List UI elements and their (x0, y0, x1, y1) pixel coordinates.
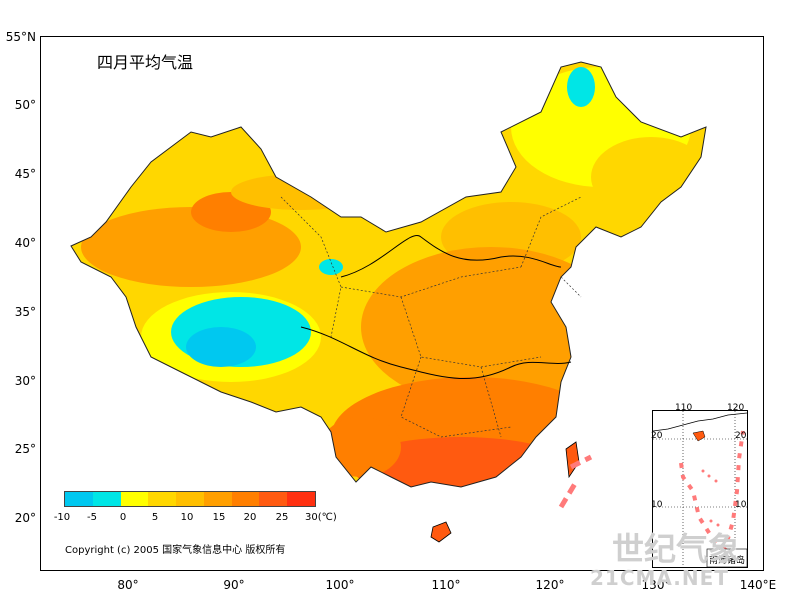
lat-label-55: 55°N (5, 30, 36, 44)
hainan (430, 521, 452, 543)
inset-tick-right-20: 20 (735, 431, 747, 441)
lat-label-25: 25° (14, 442, 36, 456)
legend-tick: -10 (53, 512, 71, 523)
legend-swatch (203, 492, 232, 506)
rivers (300, 234, 572, 379)
temperature-map (70, 61, 707, 543)
legend-tick: 0 (119, 512, 127, 523)
legend-tick: 30(℃) (305, 512, 337, 523)
nine-dash-line-south (558, 480, 579, 509)
legend-tick: 20 (243, 512, 257, 523)
watermark-line1: 世纪气象 (612, 530, 741, 568)
inset-tick-left-20: 20 (651, 431, 663, 441)
lon-label-80: 80° (117, 578, 139, 592)
lat-label-20: 20° (14, 511, 36, 525)
legend-swatch (92, 492, 121, 506)
lon-label-90: 90° (223, 578, 245, 592)
inset-map (652, 411, 748, 568)
legend-tick: 15 (212, 512, 226, 523)
nine-dash-line (569, 454, 593, 470)
legend-swatch (176, 492, 204, 506)
province-borders (280, 196, 582, 438)
china-border (70, 61, 707, 488)
legend-tick: 5 (151, 512, 159, 523)
inset-tick-top-110: 110 (675, 403, 693, 413)
inset-tick-left-10: 10 (651, 500, 663, 510)
lon-label-100: 100° (325, 578, 355, 592)
lat-label-35: 35° (14, 305, 36, 319)
legend-tick: 25 (275, 512, 289, 523)
copyright-text: Copyright (c) 2005 国家气象信息中心 版权所有 (65, 545, 286, 556)
legend-tick: -5 (87, 512, 97, 523)
taiwan (565, 441, 580, 479)
color-legend (64, 491, 316, 507)
legend-swatch (148, 492, 177, 506)
map-frame (40, 36, 764, 571)
lon-label-110: 110° (431, 578, 461, 592)
map-title: 四月平均气温 (97, 53, 194, 72)
lon-label-130: 130° (641, 578, 671, 592)
inset-tick-top-120: 120 (727, 403, 745, 413)
lat-label-45: 45° (14, 167, 36, 181)
inset-title: 南海诸岛 (709, 556, 746, 566)
legend-swatch (259, 492, 288, 506)
lon-label-120: 120° (535, 578, 565, 592)
lat-label-50: 50° (14, 98, 36, 112)
inset-tick-right-10: 10 (735, 500, 747, 510)
legend-swatch (231, 492, 260, 506)
legend-swatch (287, 492, 316, 506)
legend-tick: 10 (180, 512, 194, 523)
legend-swatch (120, 492, 149, 506)
lat-label-40: 40° (14, 236, 36, 250)
south-china-sea-inset: 110 120 20 10 20 10 南海诸岛 (651, 403, 748, 568)
watermark-line2: 21CMA.NET (590, 566, 729, 590)
legend-swatch (65, 492, 93, 506)
lat-label-30: 30° (14, 374, 36, 388)
lon-label-140: 140°E (739, 578, 777, 592)
